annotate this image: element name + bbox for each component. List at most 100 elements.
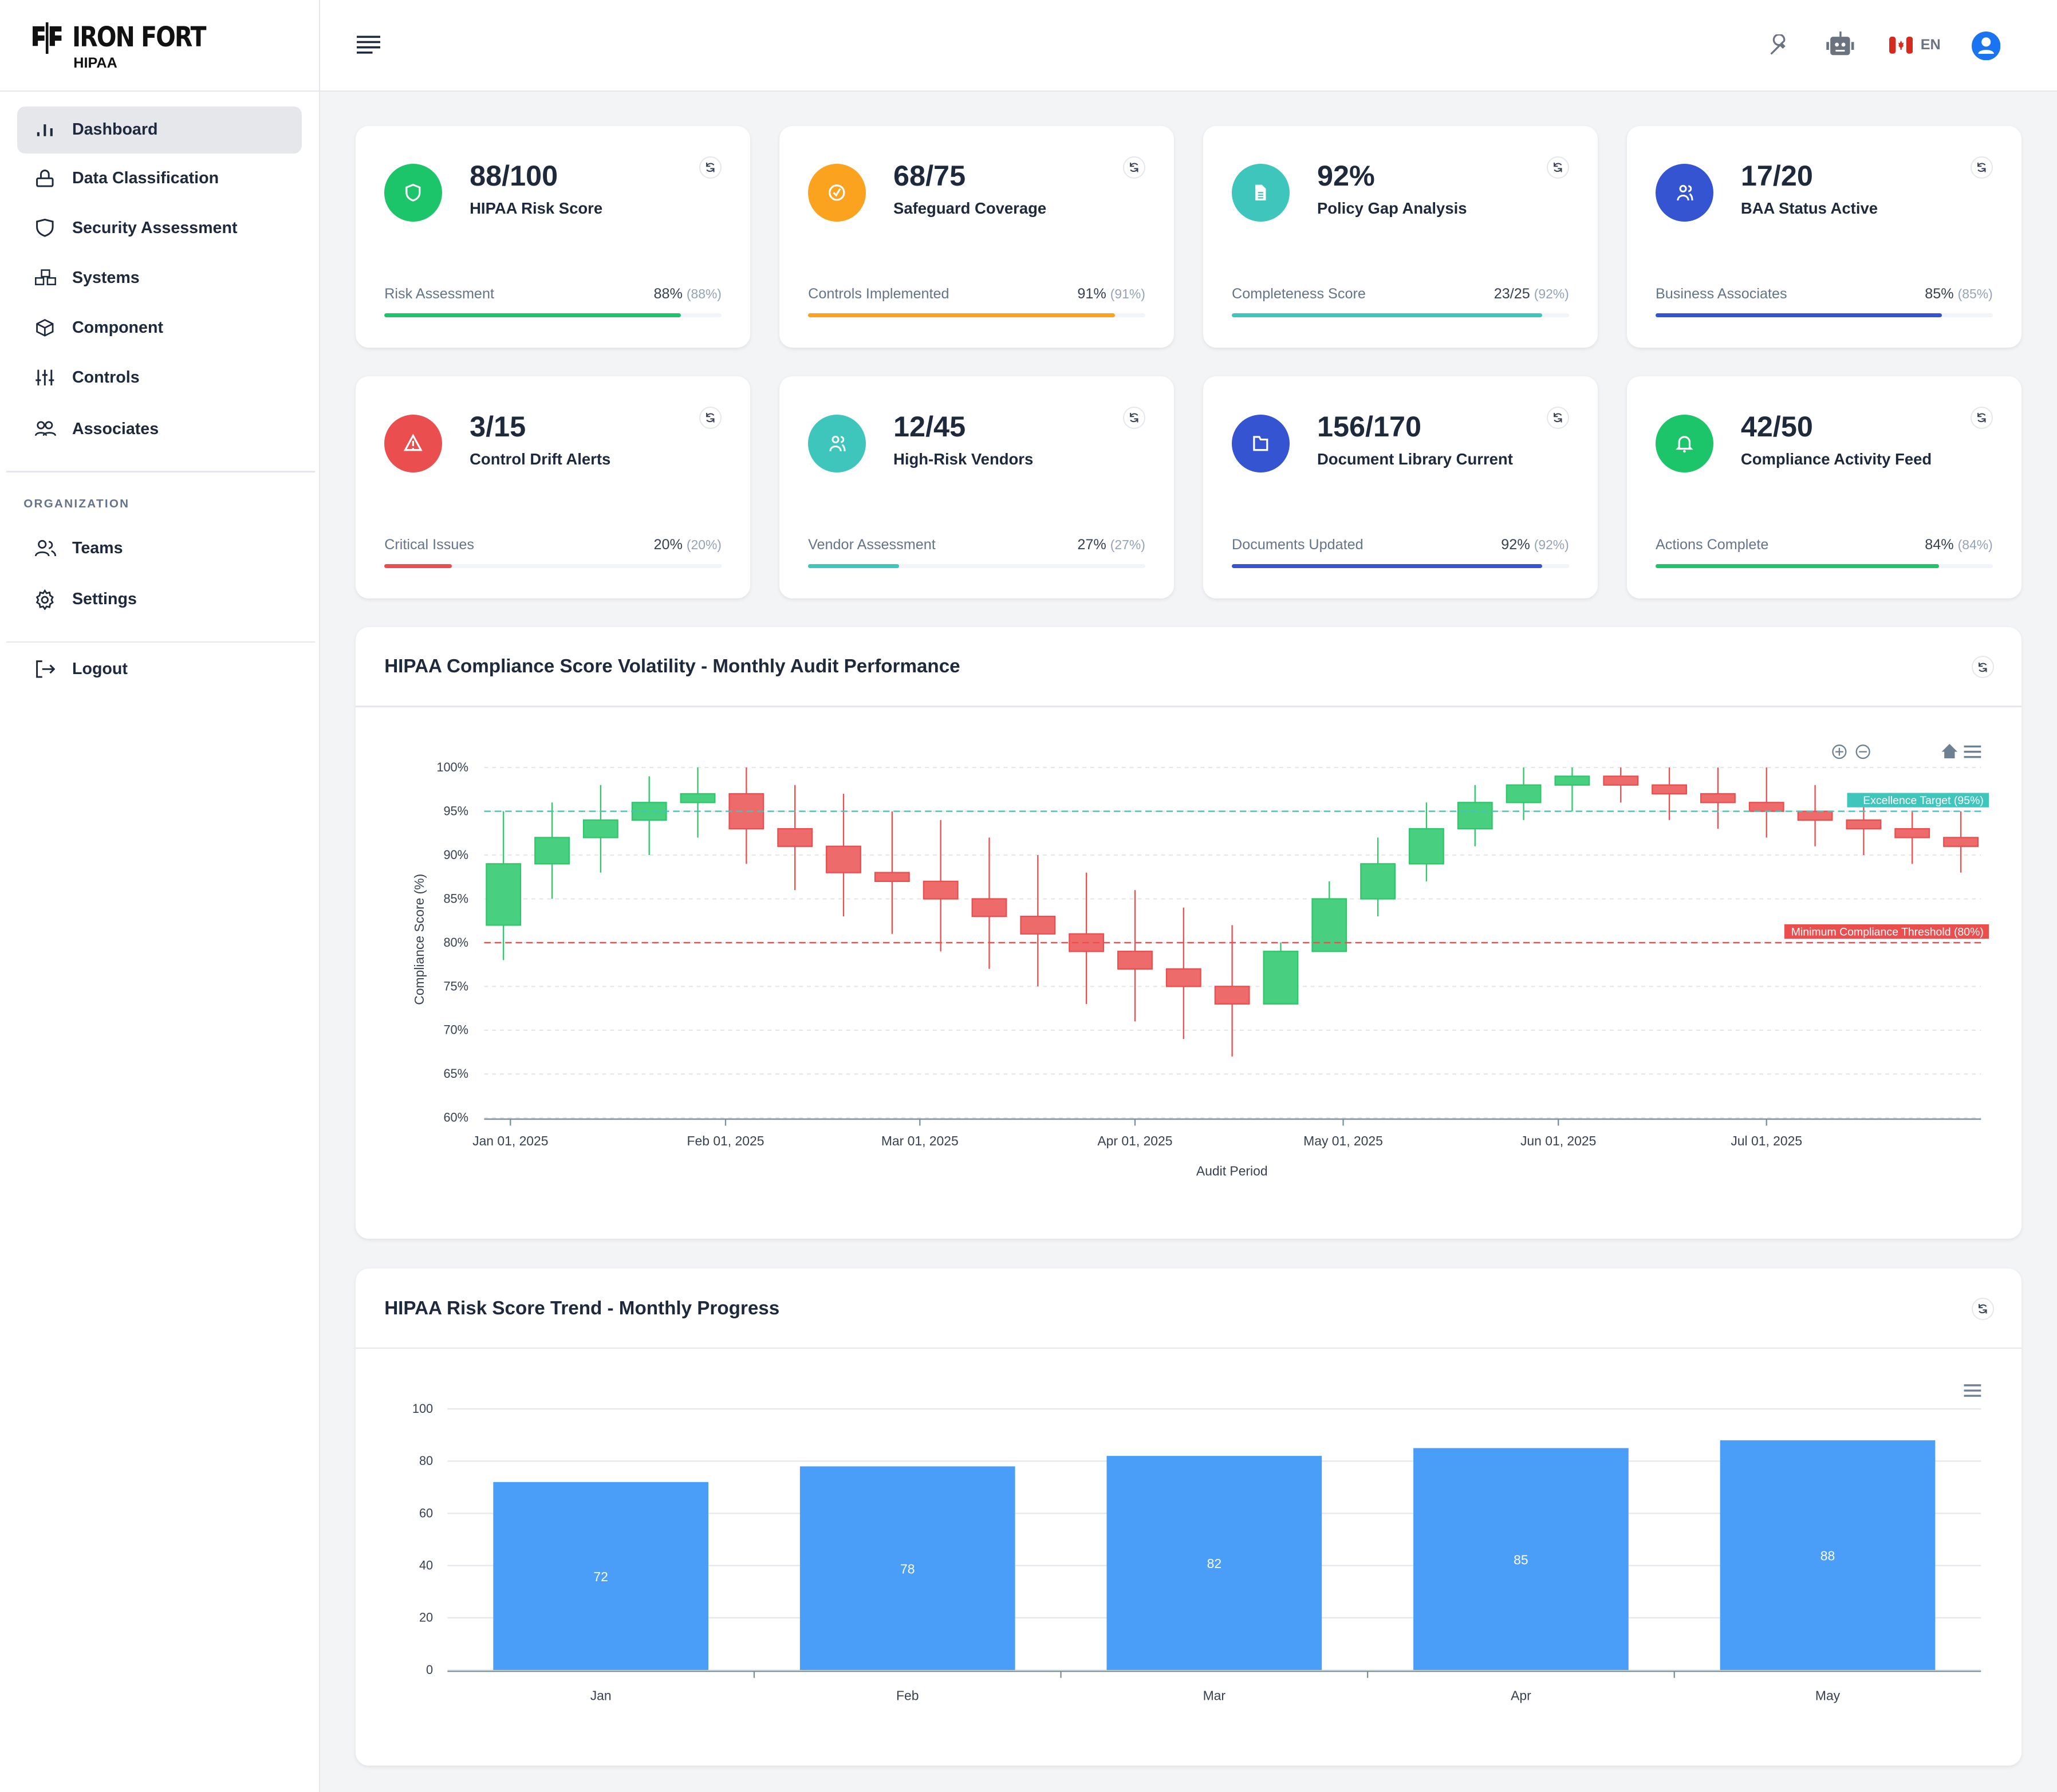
x-tick-label: Apr [1511,1688,1531,1703]
refresh-button[interactable] [1970,407,1993,430]
progress-fill [384,564,452,568]
refresh-button[interactable] [1546,407,1569,430]
candle-body[interactable] [1117,951,1153,970]
sidebar-item-associates[interactable]: Associates [17,405,302,452]
candle-body[interactable] [1263,951,1299,1005]
refresh-button[interactable] [1972,656,1994,679]
candle-body[interactable] [1894,828,1930,838]
progress-bar [384,313,722,318]
candle-body[interactable] [1651,784,1687,795]
wrench-icon[interactable] [1768,34,1791,57]
candle-body[interactable] [874,872,910,883]
candle-body[interactable] [777,828,813,847]
chart-menu-icon[interactable] [1964,745,1981,758]
candle-body[interactable] [1359,863,1396,900]
refresh-button[interactable] [1970,156,1993,179]
refresh-button[interactable] [1972,1297,1994,1320]
candle-body[interactable] [1311,898,1347,952]
sidebar-item-component[interactable]: Component [17,304,302,351]
candle-body[interactable] [1942,837,1979,847]
candlestick-chart-card: HIPAA Compliance Score Volatility - Mont… [355,627,2022,1239]
zoom-in-icon[interactable] [1832,745,1847,759]
stat-label: Safeguard Coverage [893,199,1047,218]
brand-name: IRON FORT [72,21,207,53]
candle-body[interactable] [631,802,667,821]
refresh-button[interactable] [1122,407,1145,430]
candle-body[interactable] [1165,968,1201,987]
candle-body[interactable] [1506,784,1542,804]
sidebar-item-label: Systems [72,269,140,287]
candle-body[interactable] [680,793,716,804]
footer-value: 84% (84%) [1925,537,1992,553]
annotation-label: Minimum Compliance Threshold (80%) [1791,925,1984,938]
logout-button[interactable]: Logout [17,645,302,692]
home-icon[interactable] [1941,743,1957,759]
refresh-button[interactable] [1122,156,1145,179]
sidebar-item-label: Security Assessment [72,219,238,238]
candle-body[interactable] [1554,775,1590,786]
candle-body[interactable] [1846,819,1882,830]
refresh-icon [1130,162,1138,172]
candle-body[interactable] [923,880,959,900]
stat-label: High-Risk Vendors [893,450,1034,468]
users-icon [1677,185,1693,201]
sidebar-item-settings[interactable]: Settings [17,576,302,623]
sidebar-item-teams[interactable]: Teams [17,525,302,572]
sidebar-item-data-classification[interactable]: Data Classification [17,155,302,202]
robot-icon[interactable] [1825,31,1855,58]
footer-value-pct: (20%) [686,537,722,552]
candle-body[interactable] [1603,775,1638,786]
footer-value-pct: (92%) [1534,537,1569,552]
refresh-icon [1977,162,1986,172]
stat-card: 88/100 HIPAA Risk Score Risk Assessment … [355,125,751,348]
logo[interactable]: IRON FORT HIPAA [0,0,319,92]
candle-body[interactable] [486,863,521,926]
bar[interactable] [1413,1448,1629,1671]
candle-body[interactable] [1700,793,1736,804]
sidebar-item-label: Data Classification [72,169,219,188]
candle-body[interactable] [1020,915,1056,935]
refresh-button[interactable] [1546,156,1569,179]
sidebar-item-security-assessment[interactable]: Security Assessment [17,204,302,251]
bar[interactable] [1106,1456,1322,1671]
annotation-badge [1784,924,1989,939]
chart-title: HIPAA Risk Score Trend - Monthly Progres… [384,1297,780,1319]
candle-body[interactable] [1214,986,1250,1005]
candle-body[interactable] [1797,810,1833,821]
footer-value: 20% (20%) [653,537,721,553]
menu-icon[interactable] [357,36,381,54]
shield-icon-badge [384,164,442,222]
bar[interactable] [1720,1440,1936,1671]
chart-menu-icon[interactable] [1964,1384,1981,1397]
team-icon [34,540,56,557]
sidebar-item-controls[interactable]: Controls [17,355,302,401]
progress-fill [1232,313,1542,318]
stat-value: 17/20 [1740,159,1813,192]
refresh-button[interactable] [699,156,722,179]
y-tick-label: 85% [443,891,468,905]
sidebar-item-systems[interactable]: Systems [17,254,302,301]
stat-value: 156/170 [1317,409,1422,443]
candle-body[interactable] [582,819,618,838]
zoom-out-icon[interactable] [1855,745,1870,759]
canada-flag-icon[interactable] [1889,37,1913,54]
language-label[interactable]: EN [1920,37,1941,53]
candle-body[interactable] [825,845,861,873]
x-tick-label: Mar 01, 2025 [881,1133,959,1148]
bar[interactable] [799,1466,1015,1671]
candle-body[interactable] [1748,802,1784,812]
user-avatar-icon[interactable] [1972,31,2001,61]
candle-body[interactable] [1457,802,1493,830]
x-tick-label: Apr 01, 2025 [1097,1133,1172,1148]
refresh-button[interactable] [699,407,722,430]
footer-value-pct: (85%) [1957,286,1993,302]
bar[interactable] [493,1482,708,1671]
progress-bar [808,564,1145,568]
footer-value: 23/25 (92%) [1494,286,1569,302]
shield-icon [36,219,54,237]
candle-body[interactable] [1408,828,1444,865]
sidebar-item-dashboard[interactable]: Dashboard [17,106,302,154]
candle-body[interactable] [971,898,1007,917]
x-tick-label: Jan 01, 2025 [472,1133,548,1148]
candle-body[interactable] [534,837,570,865]
